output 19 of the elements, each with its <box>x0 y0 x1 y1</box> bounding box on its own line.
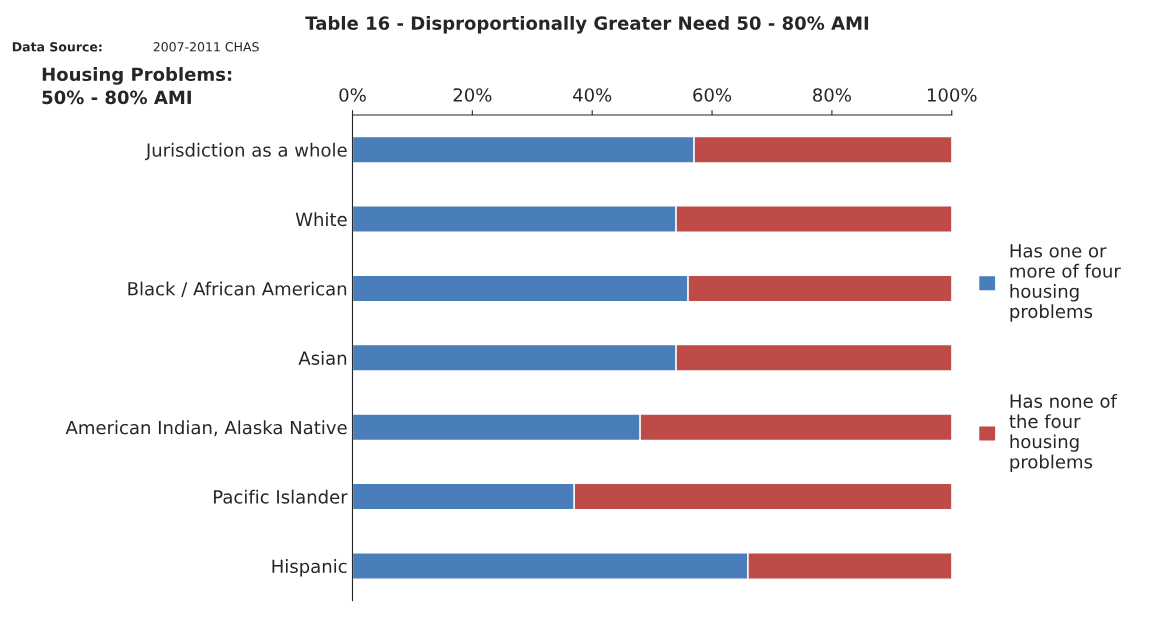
legend-label: Has none of the four housing problems <box>1009 393 1118 473</box>
text: 2007-2011 CHAS <box>153 42 259 52</box>
y-tick-label: Pacific Islander <box>214 489 348 504</box>
x-tick-label: 100% <box>927 88 977 102</box>
y-tick-label: American Indian, Alaska Native <box>65 420 347 437</box>
x-tick-label: 0% <box>339 88 366 102</box>
y-tick-label: Hispanic <box>272 559 347 577</box>
legend-label: Has one or more of four housing problems <box>1010 244 1121 322</box>
y-tick-label: White <box>295 212 347 227</box>
y-tick-label: Asian <box>298 350 347 365</box>
x-tick-label: 60% <box>693 88 732 102</box>
y-tick-label: Black / African American <box>128 281 347 297</box>
chart-title: Table 16 - Disproportionally Greater Need 50 - 80% AMI <box>305 15 869 34</box>
x-tick-label: 20% <box>453 88 492 102</box>
source-note: Data Source: <box>12 42 102 52</box>
x-tick-label: 40% <box>573 88 612 102</box>
text: Housing Problems: 50% - 80% AMI <box>42 67 232 105</box>
x-tick-label: 80% <box>813 88 851 102</box>
y-tick-label: Jurisdiction as a whole <box>144 142 347 161</box>
